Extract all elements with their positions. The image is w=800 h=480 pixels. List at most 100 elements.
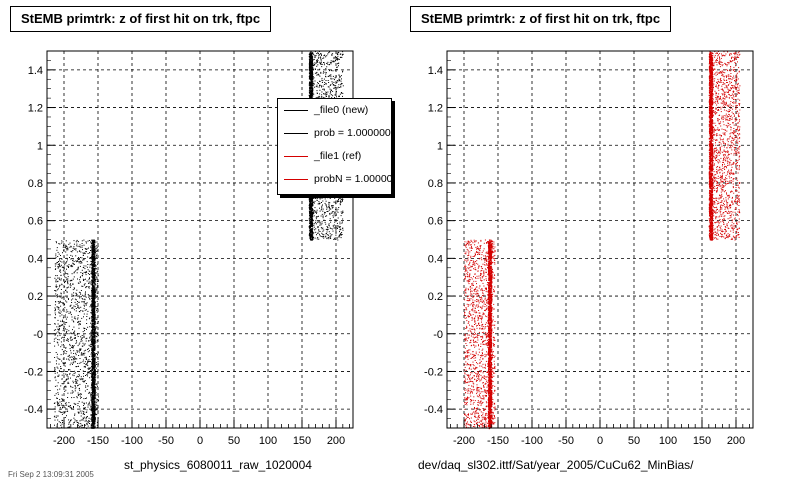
data-point	[62, 303, 64, 305]
data-point	[78, 291, 80, 293]
data-point	[63, 295, 65, 297]
data-point	[326, 55, 328, 57]
data-point	[91, 270, 93, 272]
data-point	[320, 62, 322, 64]
data-point	[327, 91, 329, 93]
data-point	[319, 89, 321, 91]
data-point	[81, 317, 83, 319]
data-point	[67, 355, 69, 357]
data-point	[60, 385, 62, 387]
data-point	[92, 338, 94, 341]
data-point	[70, 407, 72, 409]
data-point	[97, 417, 99, 419]
data-point	[311, 87, 313, 89]
data-point	[325, 80, 327, 81]
data-point	[55, 279, 57, 281]
data-point	[92, 296, 94, 299]
data-point	[320, 209, 322, 211]
data-point	[97, 366, 99, 368]
data-point	[61, 419, 63, 421]
data-point	[329, 74, 331, 76]
data-point	[342, 53, 344, 55]
data-point	[70, 314, 72, 316]
data-point	[91, 316, 93, 318]
data-point	[96, 421, 98, 423]
data-point	[79, 393, 81, 395]
data-point	[66, 249, 68, 251]
data-point	[56, 363, 57, 365]
data-point	[96, 322, 98, 324]
data-point	[63, 350, 65, 352]
data-point	[92, 381, 94, 383]
data-point	[323, 93, 325, 95]
data-point	[59, 270, 61, 272]
data-point	[92, 312, 94, 314]
data-point	[76, 358, 78, 360]
data-point	[59, 269, 61, 271]
data-point	[93, 299, 95, 301]
data-point	[87, 256, 89, 258]
data-point	[82, 378, 84, 380]
data-point	[338, 74, 340, 76]
data-point	[58, 263, 60, 265]
data-point	[93, 249, 96, 251]
data-point	[92, 337, 94, 339]
data-point	[64, 363, 66, 364]
data-point	[94, 381, 96, 383]
data-point	[64, 322, 66, 324]
data-point	[58, 253, 60, 255]
data-point	[54, 323, 56, 325]
data-point	[73, 346, 74, 348]
data-point	[331, 205, 333, 206]
data-point	[71, 359, 73, 361]
data-point	[83, 334, 85, 336]
data-point	[319, 93, 321, 95]
data-point	[328, 231, 330, 233]
data-point	[325, 235, 327, 237]
data-point	[93, 295, 95, 298]
data-point	[67, 426, 69, 428]
data-point	[79, 420, 81, 422]
data-point	[91, 324, 93, 326]
data-point	[335, 89, 337, 90]
data-point	[81, 262, 83, 264]
data-point	[97, 280, 99, 282]
data-point	[310, 81, 312, 83]
data-point	[78, 327, 80, 329]
data-point	[87, 425, 89, 427]
data-point	[337, 86, 339, 88]
data-point	[65, 379, 67, 381]
data-point	[96, 336, 98, 338]
data-point	[338, 198, 339, 200]
data-point	[90, 353, 92, 355]
data-point	[321, 236, 323, 238]
data-point	[73, 292, 75, 294]
data-point	[83, 381, 85, 383]
data-point	[77, 267, 79, 269]
data-point	[86, 319, 88, 321]
data-point	[87, 362, 88, 364]
data-point	[341, 212, 343, 214]
data-point	[66, 287, 68, 289]
data-point	[86, 323, 88, 324]
data-point	[327, 86, 329, 88]
data-point	[64, 417, 66, 418]
data-point	[319, 196, 321, 198]
data-point	[317, 227, 319, 229]
data-point	[94, 349, 96, 352]
data-point	[92, 391, 94, 394]
data-point	[328, 69, 330, 71]
data-point	[69, 246, 71, 248]
data-point	[54, 263, 56, 265]
data-point	[65, 328, 66, 330]
data-point	[94, 389, 96, 391]
data-point	[86, 261, 88, 263]
data-point	[93, 354, 95, 356]
data-point	[92, 317, 94, 319]
data-point	[88, 371, 90, 373]
data-point	[94, 341, 96, 344]
chart-plot-left: -200 -150 -100 -50 0 50 100 150 200-0.4-0.2-00.2…	[24, 50, 354, 447]
data-point	[92, 257, 94, 260]
data-point	[81, 275, 83, 276]
data-point	[61, 283, 63, 285]
